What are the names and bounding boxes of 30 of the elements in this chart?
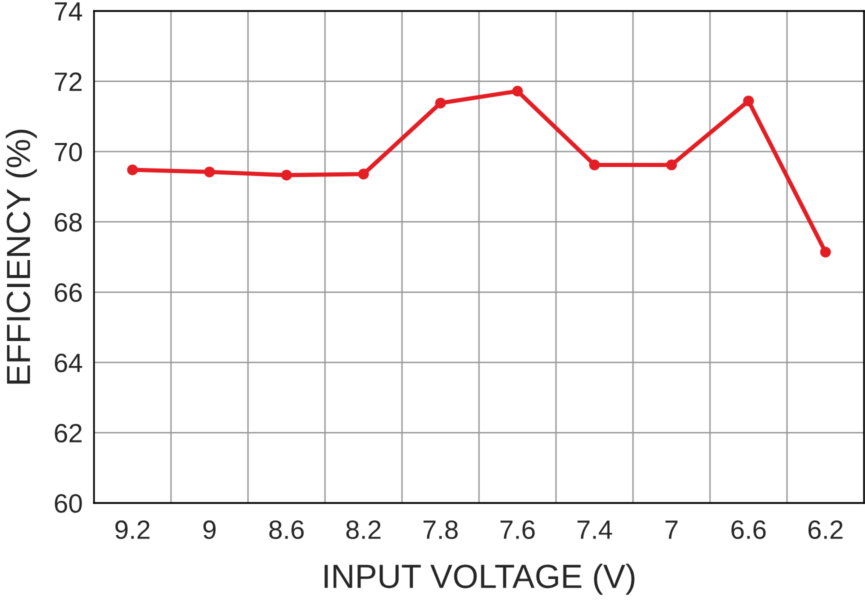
y-tick-label: 74	[54, 2, 82, 21]
point	[589, 160, 600, 170]
x-tick-label: 9.2	[115, 520, 150, 540]
x-tick-label: 6.2	[808, 520, 843, 540]
y-tick-label: 62	[54, 424, 82, 443]
y-tick-label: 60	[54, 494, 82, 513]
point	[743, 96, 754, 106]
x-tick-label: 6.6	[732, 520, 766, 540]
point	[358, 168, 369, 180]
x-tick-label: 7.6	[500, 520, 535, 540]
x-tick-label: 7.8	[424, 520, 458, 540]
point	[204, 166, 215, 178]
y-axis-title: EFFICIENCY (%)	[6, 130, 37, 384]
x-axis-title: INPUT VOLTAGE (V)	[324, 564, 634, 595]
x-tick-label: 8.6	[269, 520, 304, 540]
x-tick-label: 7.4	[578, 520, 612, 539]
y-tick-label: 66	[54, 283, 82, 302]
x-tick-label: 7	[666, 520, 678, 539]
y-tick-label: 64	[54, 354, 82, 372]
point	[666, 160, 677, 170]
x-tick-label: 9	[203, 520, 216, 540]
point	[512, 86, 523, 97]
y-tick-label: 72	[54, 72, 82, 91]
x-tick-label: 8.2	[346, 520, 381, 540]
point	[127, 164, 138, 176]
y-tick-label: 70	[54, 142, 82, 162]
y-tick-label: 68	[54, 212, 82, 232]
point	[435, 98, 446, 108]
point	[820, 246, 831, 258]
point	[281, 170, 292, 180]
